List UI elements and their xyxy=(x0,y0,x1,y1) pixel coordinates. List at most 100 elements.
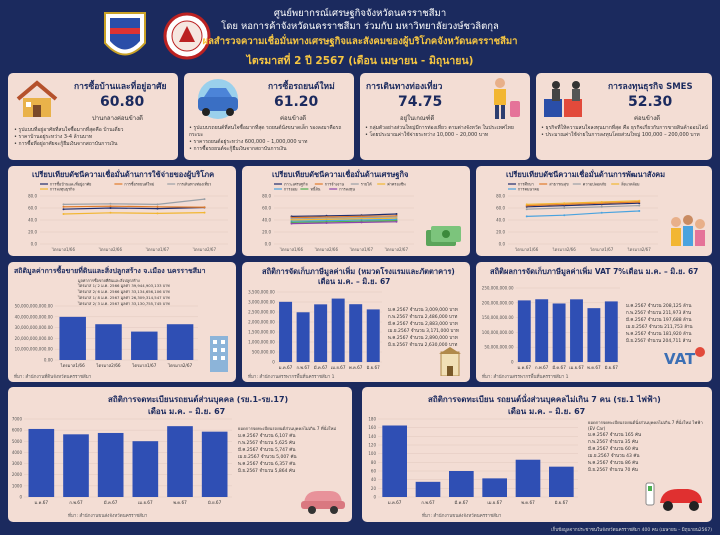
y-tick-label: 5000 xyxy=(12,439,23,444)
series-line xyxy=(526,205,640,210)
x-tick-label: มี.ค.67 xyxy=(314,365,328,370)
legend-item: ไตรมาส 1/ 2 ม.ค. 2566 มูลค่า 39,944,903,… xyxy=(78,283,170,288)
series-line xyxy=(291,216,397,220)
source-note: ที่มา: สำนักงานสรรพากรพื้นที่นครราชสีมา … xyxy=(248,375,335,380)
y-tick-label: 3,000,000.00 xyxy=(248,300,275,305)
legend-item: ม.ค.2567 จำนวน 165 คัน xyxy=(588,433,642,438)
legend-label: การลงทุนธุรกิจ xyxy=(50,186,75,192)
bar xyxy=(549,466,574,497)
legend-label: รายได้ xyxy=(361,181,372,186)
series-line xyxy=(63,212,205,215)
y-tick-label: 10,000,000,000.00 xyxy=(15,347,54,352)
line-chart-economy: 0.0 20.0 40.0 60.0 80.0 ไตรมาส1/66 ไตรมาส2/66 ไ… xyxy=(262,181,414,252)
legend-item: ไตรมาส 2/ 6 ม.ค. 2566 มูลค่า 33,134,656,… xyxy=(78,289,170,294)
kpi-value: 61.20 xyxy=(274,94,319,110)
x-tick-label: ก.พ.67 xyxy=(535,365,549,370)
y-tick-label: 150,000,000.00 xyxy=(482,315,514,320)
y-tick-label: 100 xyxy=(368,451,376,456)
x-tick-label: มี.ค.67 xyxy=(552,365,566,370)
y-tick-label: 60.0 xyxy=(496,206,505,211)
kpi-bullets: • กลุ่มตัวอย่างส่วนใหญ่มีการท่องเที่ยว ต… xyxy=(365,125,527,139)
bar xyxy=(28,428,55,497)
x-tick-label: ไตรมาส1/66 xyxy=(60,362,85,368)
series-line xyxy=(291,217,397,221)
y-tick-label: 2,500,000.00 xyxy=(248,310,275,315)
y-tick-label: 3,500,000.00 xyxy=(248,290,275,295)
x-tick-label: พ.ค.67 xyxy=(349,365,363,370)
kpi-bullet: • ประมาณค่าใช้จ่ายในการลงทุนโดยส่วนใหญ่ … xyxy=(541,132,700,138)
legend-label: การคมนาคม xyxy=(518,186,540,191)
bar xyxy=(63,434,89,497)
legend-label: การซื้อรถยนต์ใหม่ xyxy=(124,180,154,186)
legend-item: เม.ย.2567 จำนวน 43 คัน xyxy=(588,454,640,459)
x-tick-label: ไตรมาส2/66 xyxy=(552,247,577,252)
bar xyxy=(515,459,541,497)
y-tick-label: 200,000,000.00 xyxy=(482,300,514,305)
kpi-bullet: • ราคารถยนต์อยู่ระหว่าง 600,000 – 1,000,… xyxy=(189,139,308,145)
kpi-title: การเดินทางท่องเที่ยว xyxy=(366,82,443,92)
y-tick-label: 40.0 xyxy=(262,218,271,223)
series-line xyxy=(526,201,640,207)
x-tick-label: ม.ค.67 xyxy=(518,365,532,370)
legend-item: พ.ค.2567 จำนวน 181,920 ล้าน xyxy=(626,332,692,337)
legend-label: ค่าครองชีพ xyxy=(387,181,406,186)
bar-panel-car-reg: สถิติการจดทะเบียนรถยนต์ส่วนบุคคล (รย.1-ร… xyxy=(8,387,352,522)
y-tick-label: 140 xyxy=(368,434,376,439)
legend-item: เม.ย.2567 จำนวน 5,007 คัน xyxy=(238,455,297,460)
bar xyxy=(349,304,363,362)
legend-head: ยอดการจดทะเบียนรถยนต์นั่งส่วนบุคคลไม่เกิ… xyxy=(588,420,703,431)
kpi-bullet-text: โดยประมาณค่าใช้จ่ายระหว่าง 10,000 – 20,0… xyxy=(369,132,489,138)
legend-item: เม.ย.2567 จำนวน 3,171,000 บาท xyxy=(388,329,459,334)
x-tick-label: มี.ค.67 xyxy=(454,500,468,505)
x-tick-label: มิ.ย.67 xyxy=(604,365,618,370)
car-icon xyxy=(198,79,238,119)
data-point xyxy=(156,205,159,208)
ev-car-icon xyxy=(645,482,702,511)
legend-item: พ.ค.2567 จำนวน 6,357 คัน xyxy=(238,462,296,467)
source-note: ที่มา: สำนักงานสรรพากรพื้นที่นครราชสีมา … xyxy=(482,375,569,380)
bar xyxy=(415,481,441,497)
bar xyxy=(570,299,583,362)
y-tick-label: 100,000,000.00 xyxy=(482,330,514,335)
y-tick-label: 40 xyxy=(371,477,377,482)
vat-icon: VAT xyxy=(664,347,705,368)
y-tick-label: 1,000,000.00 xyxy=(248,340,275,345)
panel-title: สถิติการจดทะเบียน รถยนต์นั่งส่วนบุคคลไม่… xyxy=(428,395,661,404)
bar-panel-ev-reg: สถิติการจดทะเบียน รถยนต์นั่งส่วนบุคคลไม่… xyxy=(362,387,712,522)
legend-item: ก.พ.2567 จำนวน 5,625 คัน xyxy=(238,441,296,446)
kpi-bullet-text: การซื้อที่อยู่อาศัยจะกู้ยืมเงินจากสถาบัน… xyxy=(18,141,118,147)
panel-subtitle: เดือน ม.ค. – มิ.ย. 67 xyxy=(508,407,586,416)
building-icon xyxy=(210,336,228,372)
kpi-sub: ค่อนข้างดี xyxy=(634,115,661,122)
data-point xyxy=(203,198,206,201)
chamber-logo xyxy=(104,12,146,56)
line-panel-1: เปรียบเทียบดัชนีความเชื่อมั่นด้านการใช้จ… xyxy=(8,166,236,256)
data-point xyxy=(525,215,528,218)
data-point xyxy=(638,204,641,207)
handshake-icon xyxy=(544,81,582,117)
university-logo xyxy=(163,12,211,60)
data-point xyxy=(156,212,159,215)
data-point xyxy=(109,207,112,209)
bar xyxy=(482,478,507,497)
legend-label: การออม xyxy=(284,186,298,191)
bar-legend: ม.ค.2567 จำนวน 3,009,000 บาท ก.พ.2567 จำ… xyxy=(388,306,459,348)
bar xyxy=(166,324,194,360)
x-tick-label: ไตรมาส2/66 xyxy=(98,247,123,252)
x-tick-label: ไตรมาส2/66 xyxy=(314,247,339,252)
kpi-bullets: • รูปแบบรถยนต์ที่สนใจซื้อมากที่สุด รถยนต… xyxy=(189,125,351,153)
svg-text:VAT: VAT xyxy=(664,350,696,368)
kpi-bullet-text: การซื้อรถยนต์จะกู้ยืมเงินจากสถาบันการเงิ… xyxy=(193,146,287,152)
series-line xyxy=(63,205,205,208)
kpi-bullet-text: รูปแบบรถยนต์ที่สนใจซื้อมากที่สุด รถยนต์น… xyxy=(189,125,342,138)
panel-title: สถิติการจัดเก็บภาษีมูลค่าเพิ่ม (หมวดโรงแ… xyxy=(262,267,455,276)
y-tick-label: 80.0 xyxy=(496,194,505,199)
kpi-bullet: • โดยประมาณค่าใช้จ่ายระหว่าง 10,000 – 20… xyxy=(365,132,489,138)
kpi-bullet-text: ธุรกิจที่ให้ความสนใจลงทุนมากที่สุด คือ ธ… xyxy=(545,125,708,131)
bar xyxy=(366,309,380,362)
y-tick-label: 6000 xyxy=(12,428,23,433)
kpi-value: 52.30 xyxy=(628,94,673,110)
data-point xyxy=(563,207,566,209)
kpi-bullet-text: รูปแบบที่อยู่อาศัยที่สนใจซื้อมากที่สุดคื… xyxy=(18,127,124,133)
y-tick-label: 0 xyxy=(373,495,376,500)
